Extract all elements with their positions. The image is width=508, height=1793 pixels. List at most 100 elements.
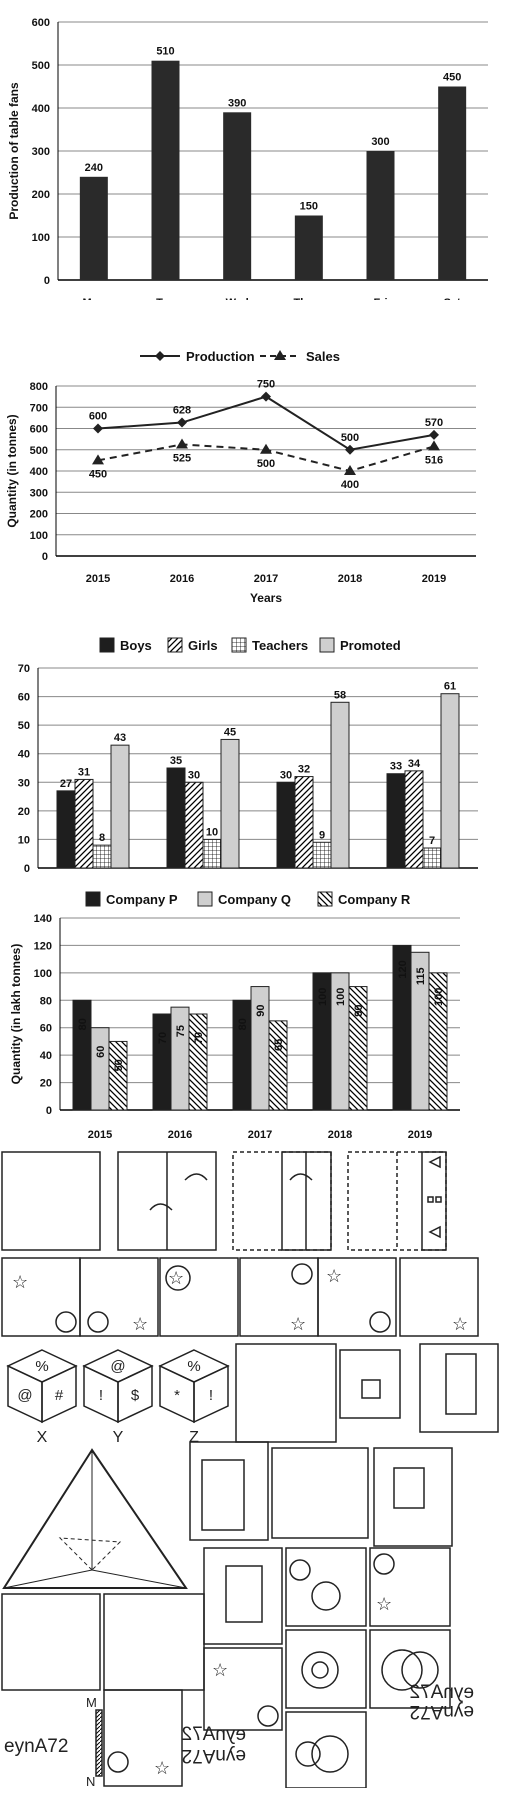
cube-label: Y	[113, 1429, 124, 1446]
cube-right	[193, 1364, 229, 1424]
bar	[276, 781, 296, 869]
data-label: 10	[206, 826, 218, 838]
y-tick-label: 700	[30, 402, 48, 414]
mirror-text-flipped-1: eynA72	[182, 1724, 246, 1745]
data-label: 628	[173, 405, 191, 417]
bar	[74, 778, 94, 869]
x-tick-label: 2018	[328, 1129, 352, 1141]
y-tick-label: 10	[18, 834, 30, 846]
svg-text:☆: ☆	[132, 1314, 148, 1334]
data-label: 90	[353, 1004, 365, 1016]
star-circle-row: ☆ ☆ ☆ ☆ ☆ ☆	[1, 1257, 479, 1337]
data-label: 50	[113, 1059, 125, 1071]
data-label: 8	[99, 832, 105, 844]
y-tick-label: 500	[32, 60, 50, 72]
data-label: 43	[114, 732, 126, 744]
y-tick-label: 0	[24, 863, 30, 875]
bar	[92, 844, 112, 869]
data-label: 75	[175, 1025, 187, 1037]
data-label: 32	[298, 764, 310, 776]
bar	[294, 776, 314, 869]
y-tick-label: 300	[32, 146, 50, 158]
bar	[56, 790, 76, 869]
series-line-production	[97, 395, 435, 451]
data-label: 61	[444, 681, 456, 693]
data-label: 70	[157, 1032, 169, 1044]
bar	[268, 1020, 288, 1111]
x-axis-label: Years	[250, 591, 282, 605]
cube-right	[41, 1364, 77, 1424]
data-label: 65	[273, 1039, 285, 1051]
data-label: 570	[425, 417, 443, 429]
data-label: 27	[60, 778, 72, 790]
legend-production-label: Production	[186, 349, 255, 364]
data-label: 70	[193, 1032, 205, 1044]
svg-text:☆: ☆	[326, 1266, 342, 1286]
x-tick-label: 2017	[254, 573, 278, 585]
bar	[294, 215, 323, 280]
data-point	[344, 465, 356, 475]
x-tick-label: 2019	[422, 573, 446, 585]
x-tick-label: 2019	[408, 1129, 432, 1141]
y-tick-label: 600	[32, 17, 50, 29]
data-label: 58	[334, 689, 346, 701]
legend-label: Teachers	[252, 638, 308, 653]
data-label: 35	[170, 755, 182, 767]
svg-text:☆: ☆	[154, 1758, 170, 1778]
x-tick-label: Mon	[83, 297, 106, 300]
data-label: 45	[224, 726, 236, 738]
puzzle-svg: ☆ ☆ ☆ ☆ ☆ ☆ %@ #X@! $Y%* !Z	[1, 1151, 499, 1789]
cube-right	[117, 1364, 153, 1424]
y-tick-label: 60	[40, 1023, 52, 1035]
data-label: 7	[429, 835, 435, 847]
data-label: 300	[371, 136, 389, 148]
mirror-text-original: eynA72	[4, 1736, 68, 1757]
bar	[188, 1013, 208, 1111]
data-label: 500	[257, 458, 275, 470]
legend-swatch	[319, 637, 335, 653]
paper-folding-row	[1, 1151, 447, 1251]
data-label: 100	[317, 988, 329, 1006]
y-tick-label: 0	[42, 551, 48, 563]
bar	[348, 986, 368, 1111]
data-label: 60	[95, 1046, 107, 1058]
y-tick-label: 60	[18, 692, 30, 704]
data-label: 516	[425, 454, 443, 466]
data-point	[176, 438, 188, 449]
data-label: 150	[300, 201, 318, 213]
bar	[202, 838, 222, 869]
legend-swatch	[231, 637, 247, 653]
data-label: 120	[397, 960, 409, 978]
y-axis-label: Quantity (in tonnes)	[5, 414, 19, 527]
data-label: 100	[335, 988, 347, 1006]
chart-students: 0 10 20 30 40 50 60 70 Boys Girls Teachers Promoted…	[0, 630, 508, 897]
x-tick-label: Wed	[226, 297, 249, 300]
cube-left-symbol: @	[17, 1387, 32, 1404]
y-tick-label: 50	[18, 720, 30, 732]
x-tick-label: 2015	[86, 573, 110, 585]
cube-right-symbol: #	[55, 1387, 64, 1404]
data-label: 90	[255, 1004, 267, 1016]
chart-production-fans: 0 100 200 300 400 500 600 Production of table f…	[0, 0, 508, 309]
x-tick-label: 2016	[170, 573, 194, 585]
legend-swatch	[85, 891, 101, 907]
bar	[170, 1006, 190, 1111]
bar	[108, 1040, 128, 1111]
svg-text:☆: ☆	[212, 1660, 228, 1680]
data-label: 240	[85, 162, 103, 174]
y-tick-label: 500	[30, 445, 48, 457]
legend-swatch	[99, 637, 115, 653]
data-point	[92, 454, 104, 465]
data-point	[93, 423, 103, 434]
svg-text:☆: ☆	[376, 1594, 392, 1614]
cube-left-symbol: !	[99, 1387, 103, 1404]
mirror-mark-m: M	[86, 1695, 97, 1710]
y-tick-label: 200	[32, 189, 50, 201]
bar	[110, 744, 130, 869]
data-label: 30	[188, 769, 200, 781]
mirror-text-group: eynA72 eynA72 eynA72 eynA72 eynA72 M N	[4, 1682, 474, 1789]
data-label: 34	[408, 758, 421, 770]
legend-swatch	[167, 637, 183, 653]
svg-text:☆: ☆	[452, 1314, 468, 1334]
data-label: 750	[257, 379, 275, 391]
